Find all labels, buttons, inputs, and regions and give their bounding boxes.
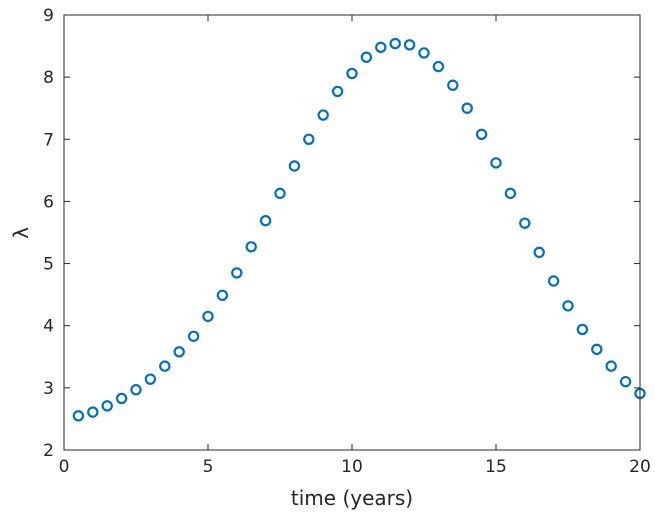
data-point	[303, 133, 315, 145]
data-point	[173, 346, 185, 358]
plot-area	[64, 15, 640, 450]
y-tick-label: 5	[43, 255, 54, 275]
data-point	[202, 310, 214, 323]
data-markers	[72, 37, 646, 422]
data-point	[547, 275, 560, 287]
data-point	[346, 67, 358, 80]
plot-background	[64, 15, 640, 450]
x-axis-label: time (years)	[291, 486, 413, 510]
data-point	[375, 41, 387, 54]
y-axis-label: λ	[9, 227, 33, 239]
data-point	[101, 400, 113, 412]
data-point	[432, 60, 445, 73]
data-point	[504, 187, 517, 200]
data-point	[130, 384, 142, 396]
data-point	[317, 109, 329, 121]
data-point	[87, 406, 99, 418]
data-point	[331, 85, 344, 98]
data-point	[533, 246, 545, 259]
data-point	[389, 37, 401, 50]
data-point	[231, 267, 243, 279]
x-tick-label: 5	[203, 457, 214, 477]
x-tick-label: 20	[629, 457, 651, 477]
data-point	[187, 330, 200, 342]
y-axis-ticks: 2 3 4 5 6 7 8 9	[43, 6, 640, 461]
data-point	[159, 360, 171, 372]
data-point	[245, 241, 257, 253]
data-point	[519, 217, 531, 229]
y-tick-label: 6	[43, 192, 54, 212]
data-point	[72, 410, 85, 422]
data-point	[490, 157, 502, 169]
x-tick-label: 10	[341, 457, 363, 477]
data-point	[403, 39, 416, 51]
data-point	[360, 51, 373, 63]
x-axis-ticks: 0 5 10 15 20	[59, 15, 651, 477]
data-point	[115, 392, 128, 405]
data-point	[288, 160, 301, 172]
data-point	[619, 375, 632, 388]
data-point	[475, 128, 488, 141]
y-tick-label: 7	[43, 130, 54, 150]
data-point	[605, 360, 617, 372]
data-point	[144, 373, 157, 385]
data-point	[447, 79, 459, 91]
data-point	[562, 300, 574, 312]
x-tick-label: 0	[59, 457, 70, 477]
data-point	[591, 343, 603, 356]
data-point	[216, 289, 229, 301]
y-tick-label: 2	[43, 441, 54, 461]
data-point	[576, 323, 589, 336]
data-point	[461, 102, 473, 114]
data-point	[418, 47, 430, 59]
y-tick-label: 3	[43, 379, 54, 399]
x-tick-label: 15	[485, 457, 507, 477]
y-tick-label: 8	[43, 68, 54, 88]
data-point	[274, 187, 286, 200]
data-point	[259, 214, 272, 227]
y-tick-label: 9	[43, 6, 54, 26]
y-tick-label: 4	[43, 317, 54, 337]
